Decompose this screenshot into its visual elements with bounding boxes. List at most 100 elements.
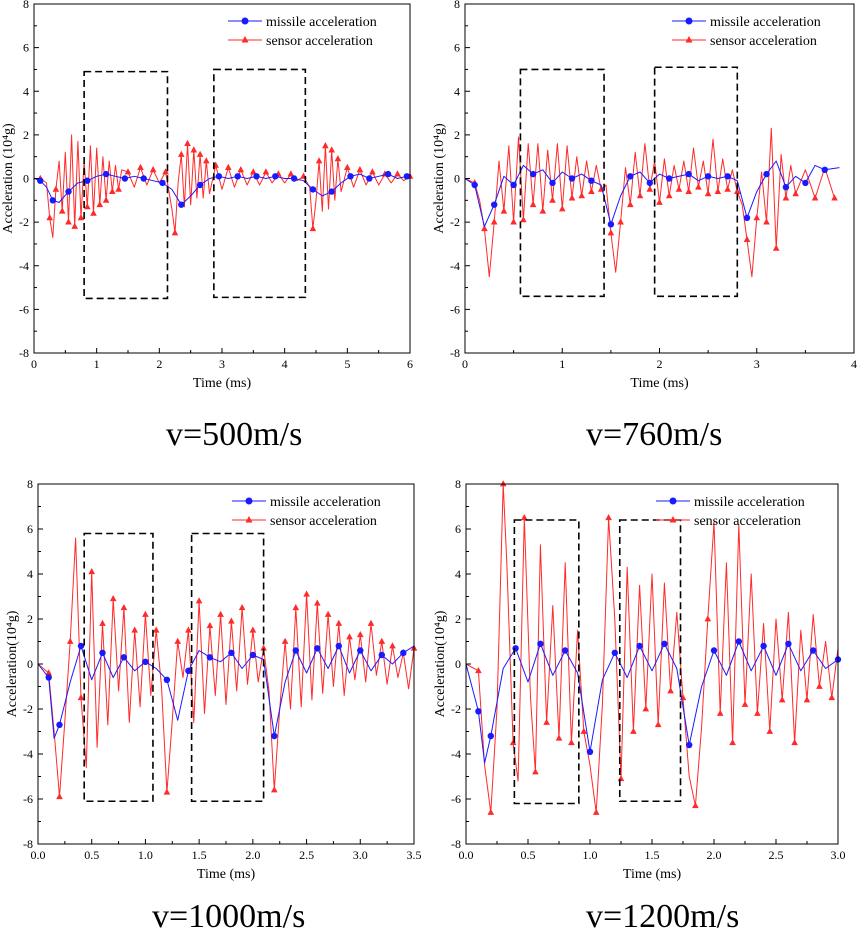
missile-point-panel-1 <box>140 175 147 182</box>
missile-point-panel-2 <box>763 170 770 178</box>
missile-point-panel-4 <box>785 640 792 647</box>
sensor-point-panel-2 <box>578 192 585 199</box>
sensor-point-panel-1 <box>334 155 342 162</box>
sensor-point-panel-4 <box>778 696 786 703</box>
sensor-point-panel-2 <box>627 200 634 208</box>
sensor-point-panel-2 <box>695 183 702 190</box>
sensor-point-panel-4 <box>803 696 811 703</box>
sensor-point-panel-4 <box>521 514 528 521</box>
sensor-point-panel-3 <box>292 604 300 611</box>
y-tick-label-panel-4: 8 <box>455 477 461 491</box>
missile-point-panel-2 <box>568 175 576 182</box>
y-tick-label-panel-1: -4 <box>19 259 29 273</box>
missile-point-panel-2 <box>724 173 731 180</box>
sensor-point-panel-2 <box>743 235 751 242</box>
sensor-point-panel-3 <box>346 633 353 640</box>
missile-point-panel-2 <box>549 179 556 187</box>
sensor-point-panel-1 <box>149 166 157 173</box>
sensor-point-panel-1 <box>58 207 66 214</box>
missile-point-panel-4 <box>810 647 817 654</box>
sensor-point-panel-1 <box>356 166 364 173</box>
sensor-point-panel-3 <box>99 619 106 626</box>
missile-point-panel-2 <box>704 173 712 180</box>
missile-point-panel-2 <box>588 177 595 184</box>
chart-panel-4: 0.0 0.5 1.0 1.5 2.0 2.5 3.0 -8 -6 -4 -2 0 2 4 6 8 Time (… <box>433 477 846 882</box>
sensor-point-panel-3 <box>77 694 85 701</box>
sensor-point-panel-4 <box>630 727 637 734</box>
sensor-point-panel-3 <box>281 637 289 644</box>
sensor-point-panel-1 <box>190 146 198 153</box>
missile-line-panel-4 <box>466 641 838 764</box>
sensor-point-panel-3 <box>163 788 171 795</box>
sensor-point-panel-2 <box>704 190 712 197</box>
y-tick-label-panel-3: 8 <box>27 477 33 491</box>
sensor-point-panel-3 <box>303 590 310 597</box>
sensor-point-panel-2 <box>665 192 673 199</box>
missile-point-panel-4 <box>661 640 668 647</box>
plot-frame-panel-1 <box>33 3 411 354</box>
sensor-point-panel-2 <box>675 185 683 192</box>
missile-point-panel-1 <box>347 173 354 180</box>
sensor-point-panel-4 <box>667 687 674 694</box>
y-tick-label-panel-3: -6 <box>23 792 33 806</box>
y-tick-label-panel-4: -4 <box>451 747 461 761</box>
missile-point-panel-2 <box>821 166 828 173</box>
sensor-point-panel-1 <box>65 218 72 225</box>
legend-label-missile-panel-2: missile acceleration <box>710 15 821 30</box>
missile-point-panel-3 <box>335 642 342 650</box>
sensor-point-panel-4 <box>642 705 650 712</box>
sensor-point-panel-3 <box>174 637 181 644</box>
legend-label-missile-panel-1: missile acceleration <box>266 15 377 30</box>
missile-point-panel-4 <box>611 649 618 656</box>
sensor-point-panel-1 <box>328 146 335 153</box>
y-tick-label-panel-4: -2 <box>451 702 461 716</box>
caption-panel-4: v=1200m/s <box>586 898 740 935</box>
sensor-point-panel-4 <box>475 667 482 674</box>
missile-point-panel-4 <box>537 640 544 647</box>
y-tick-label-panel-4: 4 <box>455 567 461 581</box>
y-tick-label-panel-2: 6 <box>454 41 460 55</box>
missile-line-panel-3 <box>38 645 414 739</box>
sensor-point-panel-1 <box>250 168 257 175</box>
x-tick-label-panel-3: 0.5 <box>84 848 99 862</box>
sensor-point-panel-3 <box>335 619 343 626</box>
legend-marker-missile-panel-4 <box>669 497 677 505</box>
missile-point-panel-4 <box>586 748 594 755</box>
legend-label-sensor-panel-1: sensor acceleration <box>266 34 373 49</box>
missile-point-panel-2 <box>782 184 790 191</box>
missile-point-panel-4 <box>487 732 494 740</box>
y-tick-label-panel-1: 2 <box>23 128 29 142</box>
missile-point-panel-1 <box>49 197 56 204</box>
missile-point-panel-3 <box>357 647 364 654</box>
sensor-point-panel-4 <box>555 734 563 741</box>
missile-point-panel-1 <box>309 186 317 193</box>
missile-point-panel-1 <box>196 181 204 189</box>
y-tick-label-panel-3: -4 <box>23 747 33 761</box>
missile-point-panel-1 <box>215 173 223 180</box>
sensor-point-panel-1 <box>369 168 376 175</box>
missile-point-panel-4 <box>512 645 519 652</box>
sensor-point-panel-1 <box>322 142 329 149</box>
x-axis-label-panel-4: Time (ms) <box>623 867 682 882</box>
sensor-point-panel-3 <box>185 626 192 633</box>
sensor-point-panel-2 <box>559 205 566 212</box>
sensor-point-panel-1 <box>394 170 401 177</box>
sensor-point-panel-3 <box>357 631 364 638</box>
sensor-line-panel-2 <box>465 127 835 278</box>
sensor-point-panel-2 <box>607 229 615 236</box>
sensor-point-panel-3 <box>109 595 117 602</box>
sensor-point-panel-1 <box>71 222 78 229</box>
y-tick-label-panel-2: 4 <box>454 84 460 98</box>
legend-marker-missile-panel-3 <box>245 497 253 505</box>
missile-point-panel-4 <box>735 638 742 645</box>
sensor-point-panel-3 <box>206 622 214 629</box>
x-tick-label-panel-2: 4 <box>851 357 857 371</box>
missile-point-panel-3 <box>378 651 385 659</box>
sensor-point-panel-3 <box>389 642 396 649</box>
sensor-point-panel-1 <box>137 163 144 170</box>
sensor-point-panel-1 <box>178 150 185 157</box>
missile-point-panel-3 <box>99 649 106 656</box>
missile-point-panel-1 <box>328 188 335 195</box>
missile-point-panel-3 <box>120 654 128 661</box>
missile-point-panel-1 <box>65 188 72 195</box>
